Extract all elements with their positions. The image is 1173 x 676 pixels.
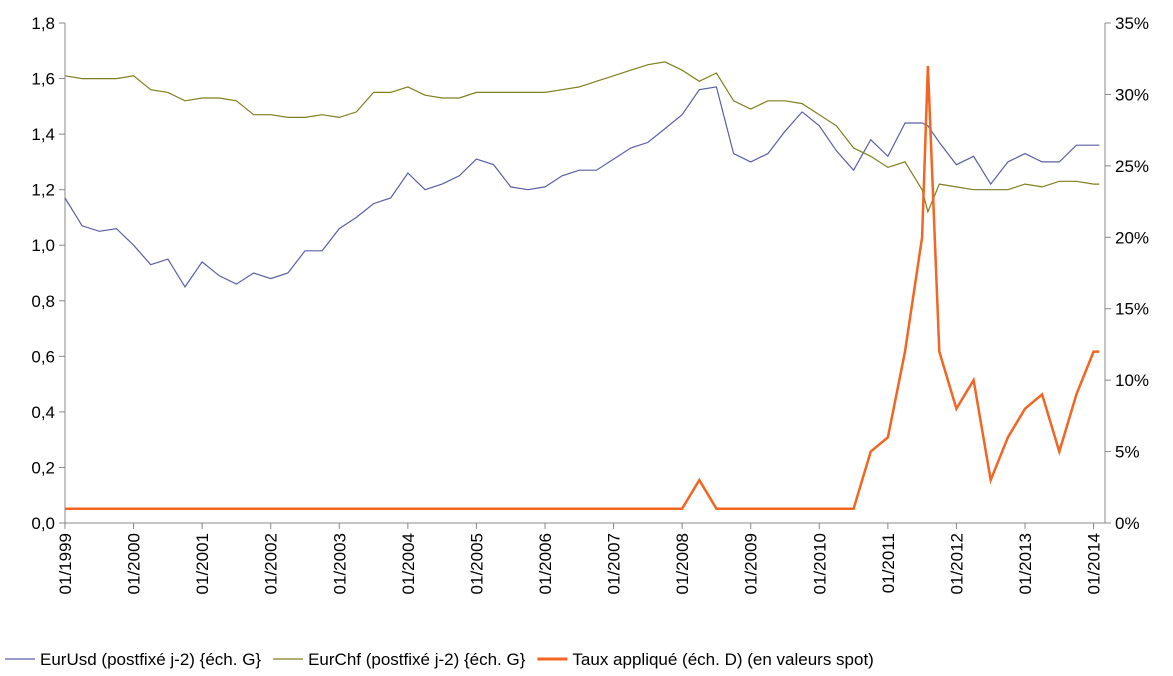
y-tick-label: 0,2: [31, 458, 55, 477]
x-tick-label: 01/2012: [947, 533, 966, 594]
x-tick-label: 01/2002: [262, 533, 281, 594]
y2-tick-label: 10%: [1115, 371, 1149, 390]
legend-label: EurChf (postfixé j-2) {éch. G}: [308, 650, 526, 669]
y-tick-label: 0,4: [31, 403, 55, 422]
x-tick-label: 01/2006: [536, 533, 555, 594]
x-tick-label: 01/2007: [605, 533, 624, 594]
x-tick-label: 01/2009: [742, 533, 761, 594]
x-tick-label: 01/2010: [810, 533, 829, 594]
y2-tick-label: 20%: [1115, 228, 1149, 247]
x-tick-label: 01/2013: [1016, 533, 1035, 594]
legend-label: Taux appliqué (éch. D) (en valeurs spot): [572, 650, 873, 669]
y2-tick-label: 35%: [1115, 14, 1149, 33]
x-tick-label: 01/2003: [330, 533, 349, 594]
y2-tick-label: 0%: [1115, 514, 1140, 533]
x-tick-label: 01/2011: [879, 533, 898, 593]
x-tick-label: 01/2008: [673, 533, 692, 594]
y2-tick-label: 25%: [1115, 157, 1149, 176]
y2-tick-label: 30%: [1115, 85, 1149, 104]
x-tick-label: 01/1999: [56, 533, 75, 594]
y-tick-label: 1,2: [31, 181, 55, 200]
y-tick-label: 1,6: [31, 70, 55, 89]
series-line: [64, 61, 1100, 214]
legend: EurUsd (postfixé j-2) {éch. G} EurChf (po…: [5, 650, 874, 669]
x-tick-label: 01/2004: [399, 533, 418, 594]
y-tick-label: 0,0: [31, 514, 55, 533]
x-tick-label: 01/2001: [193, 533, 212, 594]
legend-label: EurUsd (postfixé j-2) {éch. G}: [40, 650, 261, 669]
y-tick-label: 0,8: [31, 292, 55, 311]
y-tick-label: 1,0: [31, 236, 55, 255]
y2-tick-label: 15%: [1115, 300, 1149, 319]
y2-tick-label: 5%: [1115, 443, 1140, 462]
series-line: [64, 86, 1100, 289]
y-tick-label: 0,6: [31, 347, 55, 366]
x-tick-label: 01/2014: [1085, 533, 1104, 594]
x-tick-label: 01/2000: [125, 533, 144, 594]
x-tick-label: 01/2005: [467, 533, 486, 594]
y-tick-label: 1,8: [31, 14, 55, 33]
series-line: [65, 65, 1100, 510]
y-tick-label: 1,4: [31, 125, 55, 144]
